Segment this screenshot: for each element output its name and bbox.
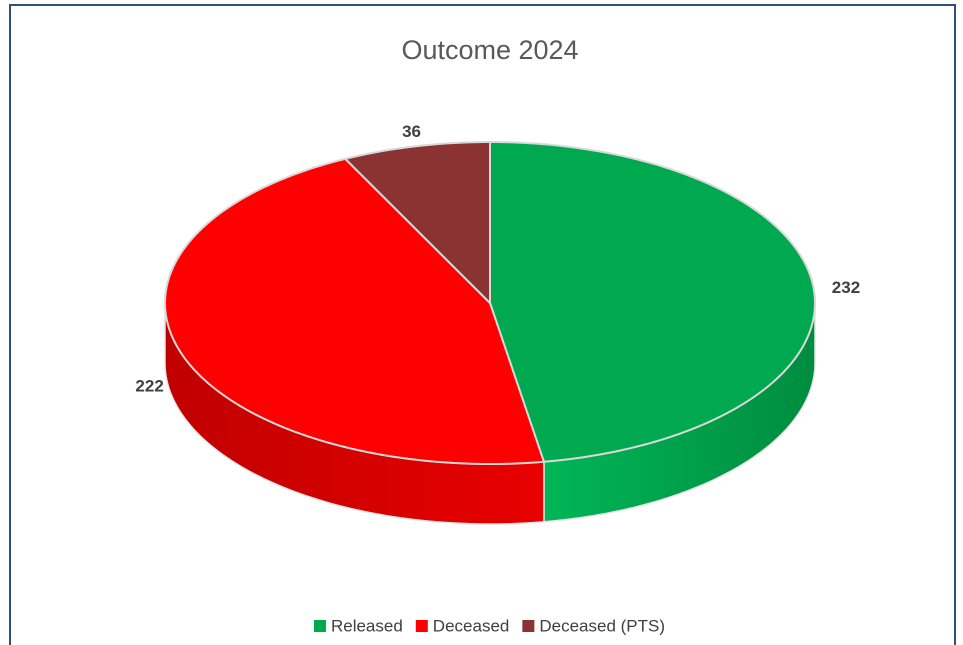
legend-label: Released — [331, 616, 403, 635]
legend-swatch — [415, 620, 428, 632]
legend-swatch — [522, 620, 535, 632]
data-label: 36 — [402, 122, 421, 141]
legend-label: Deceased — [433, 616, 510, 635]
slice — [344, 141, 491, 304]
slice — [489, 141, 816, 463]
data-label: 222 — [135, 377, 163, 396]
legend-label: Deceased (PTS) — [539, 616, 665, 635]
chart-title: Outcome 2024 — [401, 35, 578, 65]
data-label: 232 — [832, 278, 860, 297]
slice — [164, 157, 545, 465]
legend-swatch — [313, 620, 326, 632]
